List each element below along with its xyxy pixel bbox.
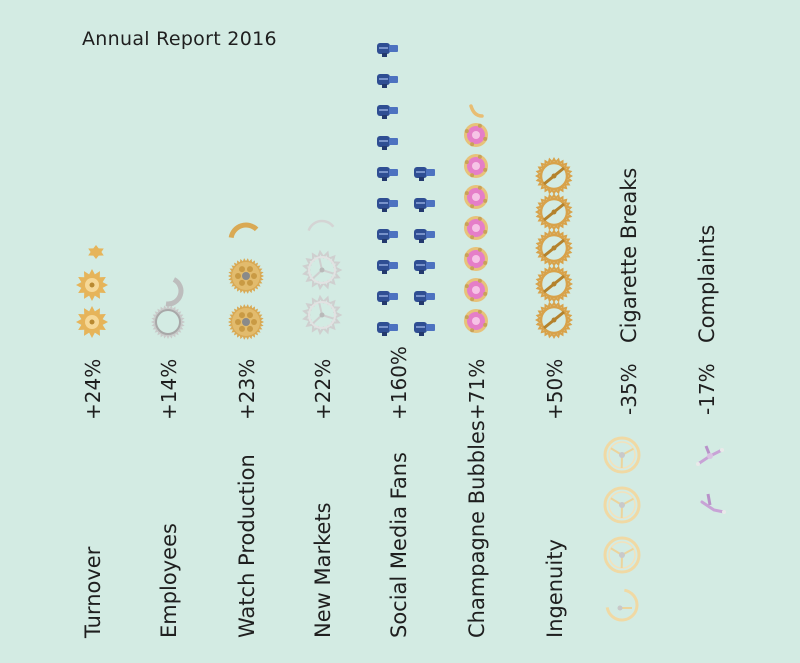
lilac-lever-icon — [700, 493, 726, 514]
blue-screw-icon — [377, 322, 398, 336]
category-label: Watch Production — [235, 454, 259, 638]
blue-screw-icon — [377, 291, 398, 305]
silver-escape-wheel-icon — [307, 219, 335, 232]
value-label: +24% — [81, 359, 105, 420]
value-label: -35% — [617, 363, 641, 415]
value-label: +14% — [157, 359, 181, 420]
pink-jewel-setting-icon — [464, 216, 488, 240]
blue-screw-icon — [377, 136, 398, 150]
category-label: Turnover — [81, 546, 105, 639]
silver-ring-gear-icon — [165, 277, 184, 307]
blue-screw-icon — [377, 74, 398, 88]
category-label: New Markets — [311, 502, 335, 638]
gold-balance-wheel-icon — [535, 265, 573, 303]
silver-escape-wheel-icon — [302, 249, 343, 291]
pink-jewel-setting-icon — [464, 278, 488, 302]
value-label: +23% — [235, 359, 259, 420]
blue-screw-icon — [377, 43, 398, 57]
silver-ring-gear-icon — [151, 305, 185, 339]
page-title: Annual Report 2016 — [82, 28, 277, 50]
gold-balance-wheel-icon — [535, 301, 573, 339]
blue-screw-icon — [414, 198, 435, 212]
pink-jewel-setting-icon — [464, 185, 488, 209]
gold-gear-icon — [88, 245, 104, 259]
value-label: +50% — [543, 359, 567, 420]
category-label: Champagne Bubbles — [465, 420, 489, 638]
lilac-lever-icon — [696, 445, 724, 466]
pale-balance-wheel-icon — [603, 436, 641, 474]
pale-balance-wheel-icon — [603, 536, 641, 574]
gold-balance-wheel-icon — [535, 229, 573, 267]
category-label: Ingenuity — [543, 539, 567, 638]
gold-wheel-gear-icon — [228, 258, 264, 294]
pink-jewel-setting-icon — [464, 309, 488, 333]
blue-screw-icon — [414, 229, 435, 243]
blue-screw-icon — [377, 229, 398, 243]
blue-screw-icon — [414, 322, 435, 336]
value-label: +22% — [311, 359, 335, 420]
pale-balance-wheel-icon — [605, 588, 639, 622]
blue-screw-icon — [377, 167, 398, 181]
blue-screw-icon — [414, 291, 435, 305]
category-label: Social Media Fans — [387, 452, 411, 638]
gold-balance-wheel-icon — [535, 157, 573, 195]
category-label: Cigarette Breaks — [617, 168, 641, 343]
category-label: Employees — [157, 523, 181, 638]
blue-screw-icon — [377, 105, 398, 119]
pale-balance-wheel-icon — [603, 486, 641, 524]
pink-jewel-setting-icon — [469, 104, 484, 118]
blue-screw-icon — [377, 260, 398, 274]
value-label: +160% — [387, 346, 411, 420]
blue-screw-icon — [377, 198, 398, 212]
pink-jewel-setting-icon — [464, 154, 488, 178]
category-label: Complaints — [695, 225, 719, 343]
silver-escape-wheel-icon — [302, 294, 343, 336]
gold-wheel-gear-icon — [228, 222, 259, 239]
gold-wheel-gear-icon — [228, 304, 264, 340]
gold-balance-wheel-icon — [535, 193, 573, 231]
gold-gear-icon — [76, 306, 108, 338]
value-label: +71% — [465, 359, 489, 420]
blue-screw-icon — [414, 260, 435, 274]
pink-jewel-setting-icon — [464, 123, 488, 147]
value-label: -17% — [695, 363, 719, 415]
blue-screw-icon — [414, 167, 435, 181]
gold-gear-icon — [76, 269, 108, 301]
pink-jewel-setting-icon — [464, 247, 488, 271]
